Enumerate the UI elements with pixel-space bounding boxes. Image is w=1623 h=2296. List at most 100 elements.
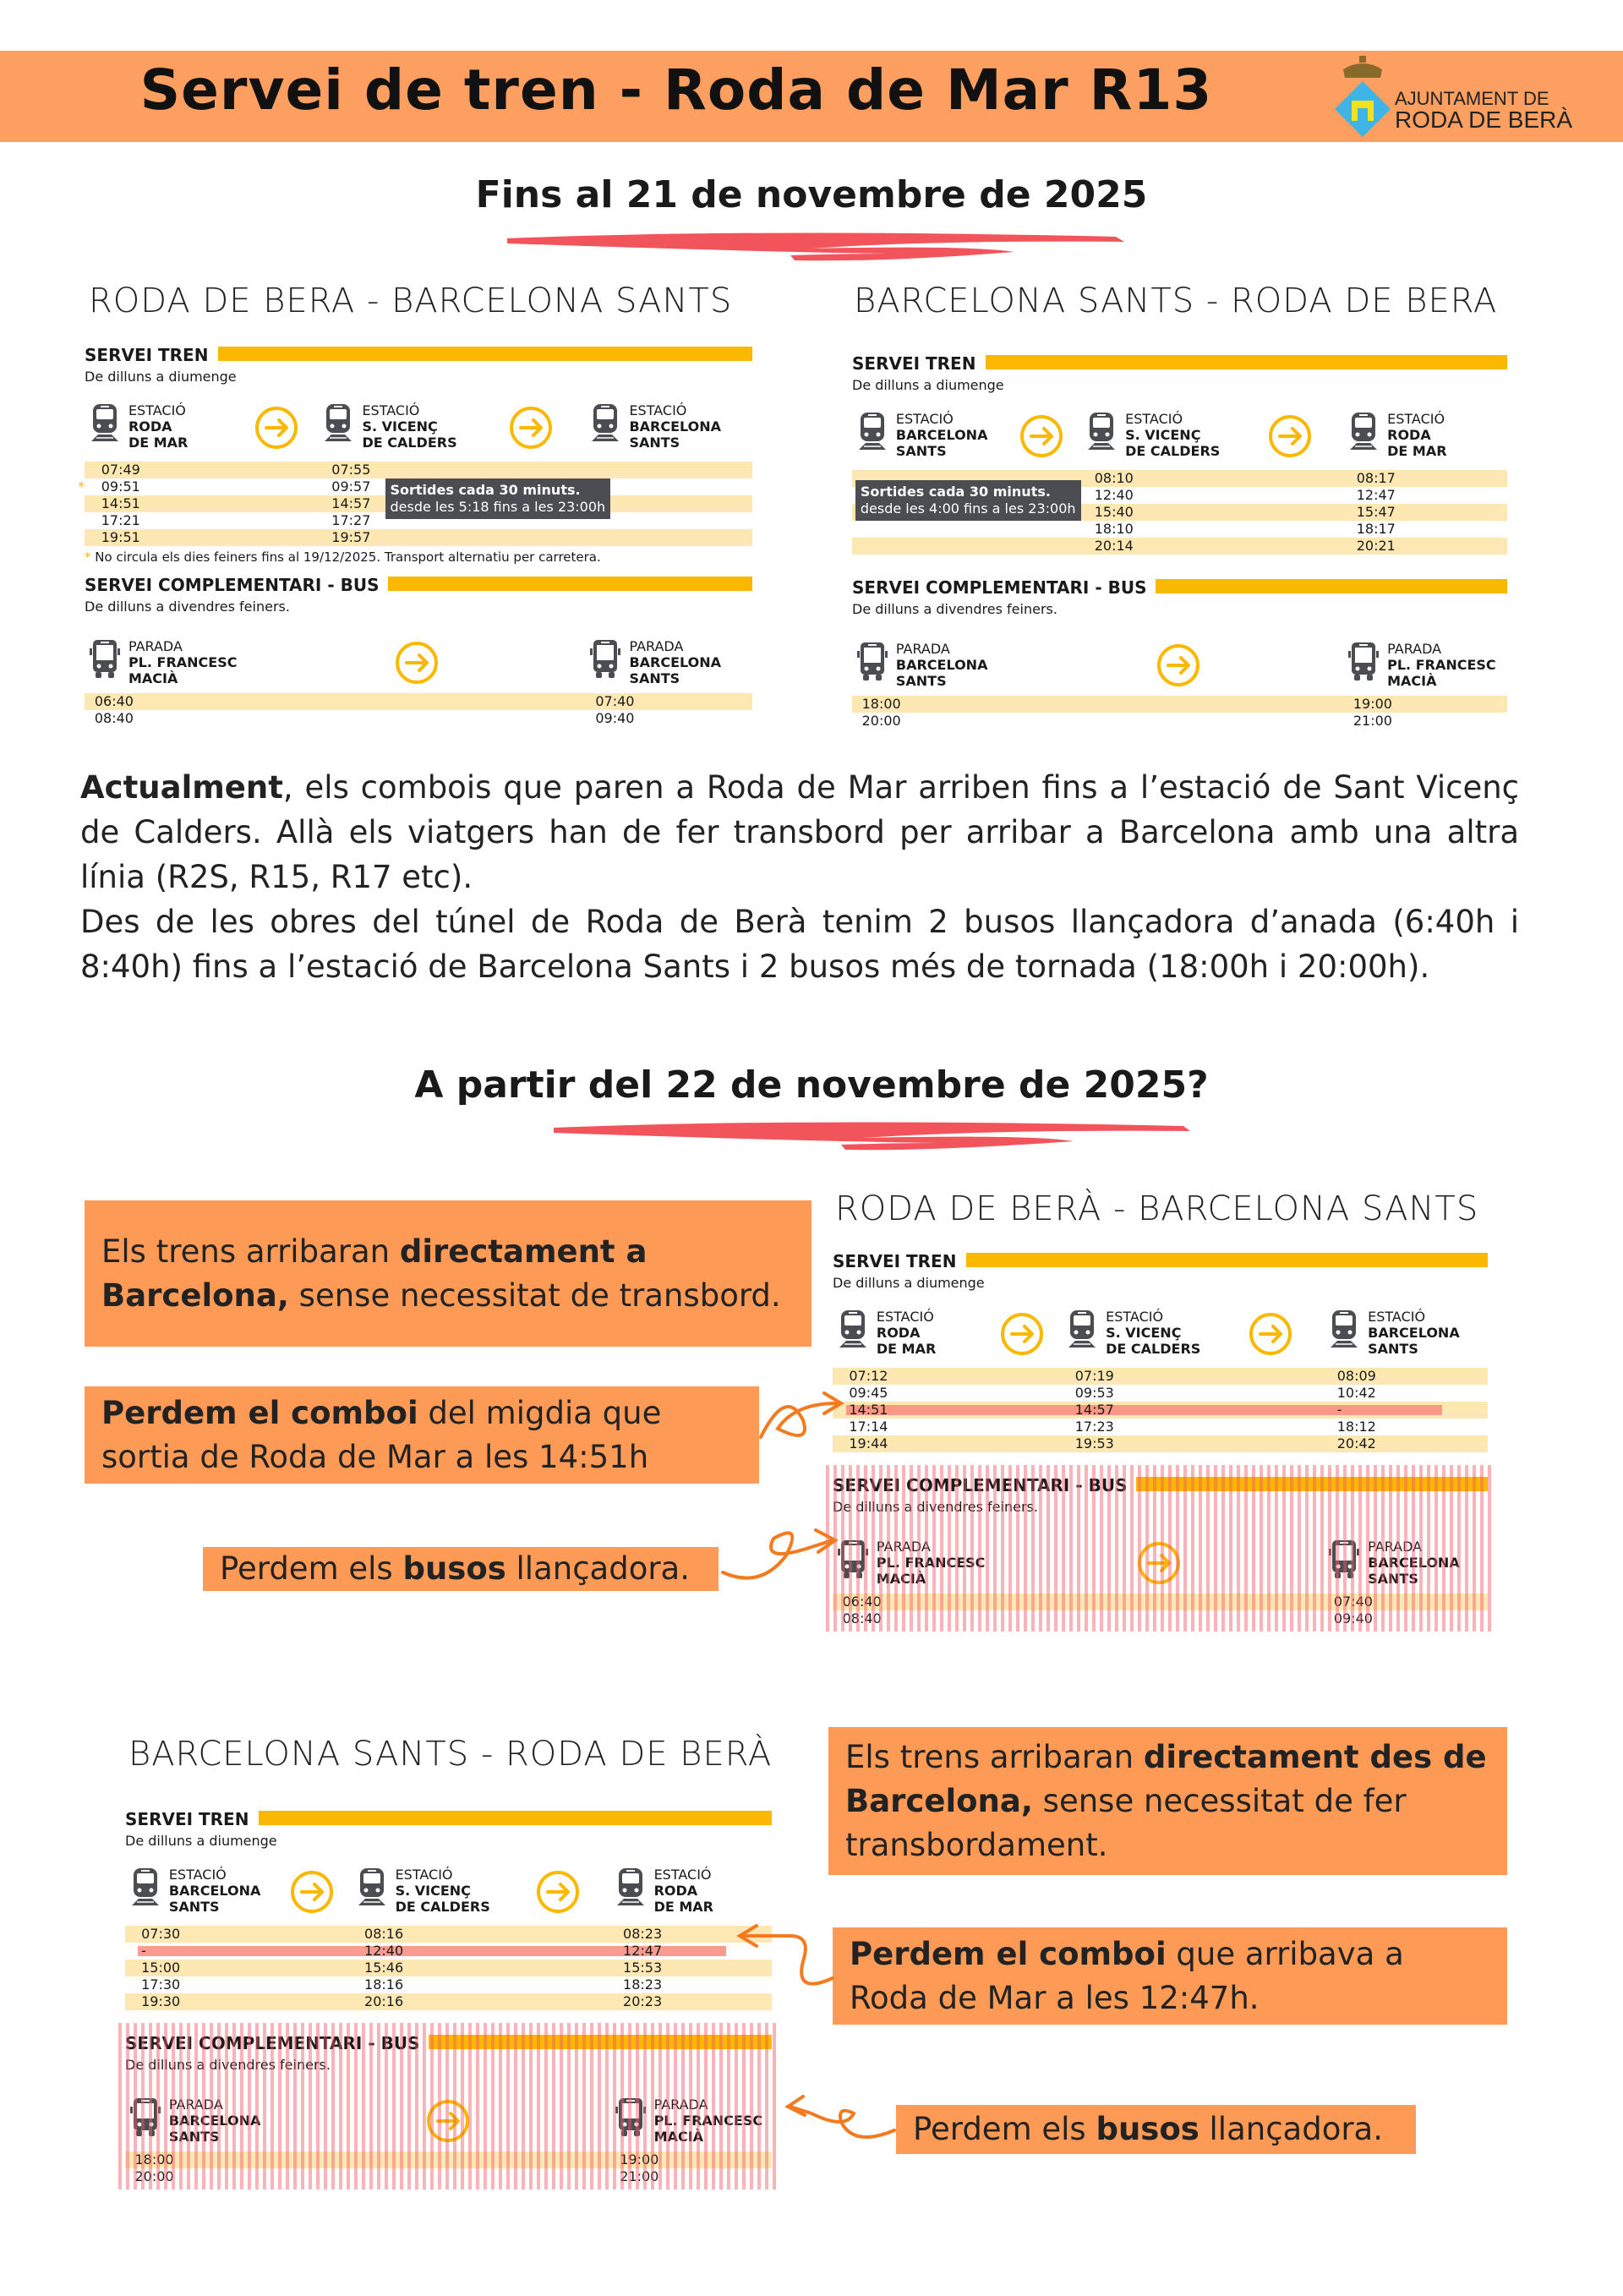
station-type: ESTACIÓ: [629, 402, 687, 418]
time-cell: 09:45: [849, 1385, 888, 1401]
train-icon: [588, 402, 622, 446]
time-cell: 18:16: [364, 1976, 404, 1993]
paragraph-text: , els combois que paren a Roda de Mar ar…: [80, 769, 1519, 895]
callout-text: Perdem el comboi del migdia que sortia d…: [101, 1391, 742, 1479]
station-type: PARADA: [169, 2096, 223, 2113]
station-name-line2: DE MAR: [1387, 443, 1447, 459]
section-title-train: SERVEI TREN: [852, 353, 976, 374]
callout-text-normal: sense necessitat de fer transbordament.: [845, 1782, 1407, 1863]
time-cell: 17:27: [331, 512, 371, 528]
frequency-note: Sortides cada 30 minuts. desde les 5:18 f…: [385, 478, 611, 519]
time-cell: 15:00: [141, 1960, 181, 1976]
train-icon: [1327, 1309, 1361, 1353]
time-cell: 18:12: [1336, 1419, 1376, 1435]
time-cell: -: [1336, 1402, 1342, 1418]
arrow-right-icon: [290, 1870, 334, 1914]
time-cell: 08:16: [364, 1926, 404, 1942]
timetable-row: 18:00 19:00: [125, 2151, 772, 2168]
station-name-line1: BARCELONA: [1368, 1325, 1460, 1341]
time-cell: 18:10: [1094, 521, 1134, 537]
station-name-line1: BARCELONA: [895, 427, 988, 443]
timetable-row: 08:40 09:40: [85, 710, 752, 727]
station-name-line1: S. VICENÇ: [395, 1883, 471, 1899]
station-label: ESTACIÓ RODA DE MAR: [1387, 411, 1446, 459]
section-title-bus: SERVEI COMPLEMENTARI - BUS: [852, 577, 1147, 598]
callout-text: Perdem els busos llançadora.: [913, 2107, 1399, 2151]
time-cell: 08:09: [1336, 1368, 1376, 1384]
timetable-row: 09:45 09:53 10:42: [833, 1385, 1488, 1402]
callout-text: Perdem els busos llançadora.: [220, 1547, 702, 1591]
time-cell: 17:21: [101, 512, 140, 528]
train-station-1: ESTACIÓ S. VICENÇ DE CALDERS: [1085, 411, 1220, 459]
arrow-right-icon: [395, 641, 439, 685]
yellow-bar: [388, 577, 752, 591]
timetable-row: 09:51 09:57 *: [78, 478, 752, 495]
route-title-outbound-new: RODA DE BERÀ - BARCELONA SANTS: [835, 1189, 1479, 1228]
route-title-return: BARCELONA SANTS - RODA DE BERA: [854, 282, 1498, 320]
cancelled-overlay: [118, 2023, 779, 2189]
bus-icon: [1347, 641, 1380, 685]
station-label: ESTACIÓ RODA DE MAR: [654, 1867, 713, 1915]
cancelled-row-strike: [138, 1946, 727, 1956]
time-cell: 18:23: [623, 1976, 663, 1993]
section-title-train: SERVEI TREN: [85, 345, 209, 365]
frequency-line1: Sortides cada 30 minuts.: [860, 484, 1051, 500]
route-title-outbound: RODA DE BERA - BARCELONA SANTS: [89, 282, 733, 320]
station-type: ESTACIÓ: [895, 411, 954, 427]
arrow-right-icon: [426, 2099, 470, 2143]
curly-arrow-icon: [721, 1531, 834, 1580]
timetable-row: 20:00 21:00: [852, 713, 1507, 730]
time-cell: 19:53: [1074, 1435, 1114, 1451]
timetable-outbound-current: SERVEI TREN De dilluns a diumenge ESTACIÓ R…: [78, 345, 752, 738]
timetable-row: 17:14 17:23 18:12: [833, 1419, 1488, 1435]
station-name-line2: SANTS: [629, 435, 680, 451]
timetable-row: 18:00 19:00: [852, 696, 1507, 713]
yellow-bar: [1136, 1477, 1488, 1491]
timetable-return-current: SERVEI TREN De dilluns a diumenge ESTACIÓ B…: [852, 353, 1507, 738]
callout-text-normal: sense necessitat de transbord.: [288, 1276, 781, 1314]
time-cell: 07:19: [1074, 1368, 1114, 1384]
station-name-line1: RODA: [128, 418, 172, 435]
station-name-line2: DE CALDERS: [395, 1899, 490, 1915]
callout-text: Perdem el comboi que arribava a Roda de …: [850, 1932, 1490, 2020]
timetable-return-new: SERVEI TREN De dilluns a diumenge ESTACIÓ B…: [118, 1809, 779, 2189]
callout-text-bold: Perdem el comboi: [101, 1394, 418, 1431]
time-cell: 10:42: [1336, 1385, 1376, 1401]
time-cell: 21:00: [620, 2168, 658, 2185]
timetable-row: 12:40 12:47: [852, 487, 1507, 504]
train-icon: [1085, 411, 1118, 455]
frequency-line1: Sortides cada 30 minuts.: [390, 482, 581, 498]
station-name-line1: RODA: [1387, 427, 1431, 443]
timetable-row: 08:40 09:40: [833, 1610, 1488, 1627]
station-type: ESTACIÓ: [876, 1309, 934, 1325]
time-cell: 17:30: [141, 1976, 181, 1993]
callout-lost-shuttle-buses: Perdem els busos llançadora.: [203, 1547, 719, 1591]
frequency-note: Sortides cada 30 minuts. desde les 4:00 f…: [855, 480, 1081, 521]
train-station-0: ESTACIÓ BARCELONA SANTS: [128, 1867, 260, 1915]
station-type: ESTACIÓ: [1387, 411, 1445, 427]
station-type: ESTACIÓ: [1125, 411, 1183, 427]
section-title-bus: SERVEI COMPLEMENTARI - BUS: [85, 575, 380, 595]
timetable-row: 07:49 07:55: [85, 462, 752, 478]
time-cell: 19:44: [849, 1435, 888, 1451]
station-name-line1: PL. FRANCESC: [877, 1555, 986, 1571]
arrow-right-icon: [1268, 414, 1312, 458]
bus-icon: [88, 638, 122, 682]
asterisk-icon: *: [78, 478, 85, 495]
time-cell: 08:40: [843, 1610, 882, 1627]
time-cell: 12:47: [623, 1943, 663, 1959]
train-station-1: ESTACIÓ S. VICENÇ DE CALDERS: [321, 402, 457, 451]
callout-lost-1247-train: Perdem el comboi que arribava a Roda de …: [833, 1927, 1507, 2025]
callout-text-normal: del migdia que sortia de Roda de Mar a l…: [101, 1394, 662, 1475]
timetable-row: 14:51 14:57 -: [833, 1402, 1488, 1419]
station-name-line2: MACIÀ: [654, 2129, 763, 2145]
service-days: De dilluns a diumenge: [85, 369, 237, 385]
section2-heading: A partir del 22 de novembre de 2025?: [414, 1063, 1209, 1107]
station-name-line1: BARCELONA: [169, 2113, 261, 2129]
